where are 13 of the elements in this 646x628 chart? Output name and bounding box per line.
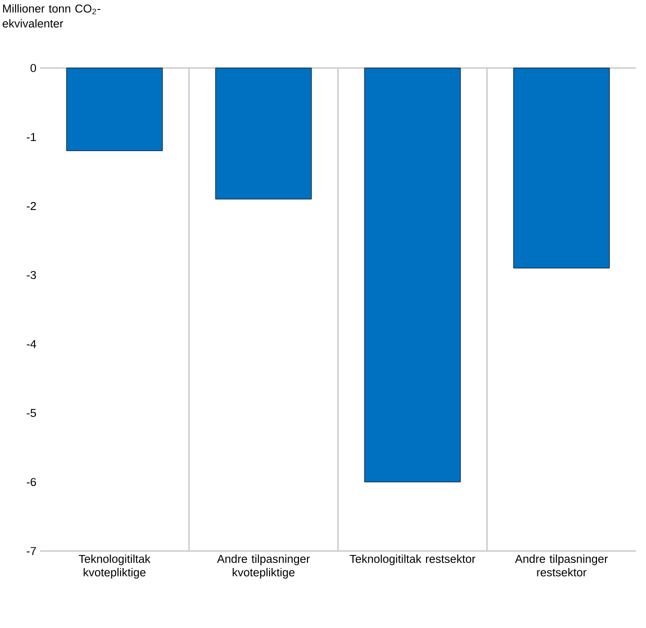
y-tick-label: -3 (26, 270, 36, 280)
x-tick-label: Teknologitiltak restsektor (350, 554, 476, 566)
x-tick-label: Andre tilpasninger kvotepliktige (217, 554, 310, 579)
x-tick-label: Andre tilpasninger restsektor (515, 554, 608, 576)
text: Millioner tonn CO$_{2}$-ekvivalenter (2, 4, 100, 28)
y-tick-label: -1 (26, 133, 36, 141)
y-tick-label: -7 (26, 547, 36, 555)
y-tick-label: -2 (26, 202, 36, 210)
y-tick-label: -5 (26, 409, 36, 417)
x-tick-label: Teknologitiltak kvotepliktige (78, 554, 150, 579)
y-tick-label: -4 (26, 340, 36, 348)
y-tick-label: 0 (30, 64, 36, 72)
y-tick-label: -6 (26, 478, 36, 486)
